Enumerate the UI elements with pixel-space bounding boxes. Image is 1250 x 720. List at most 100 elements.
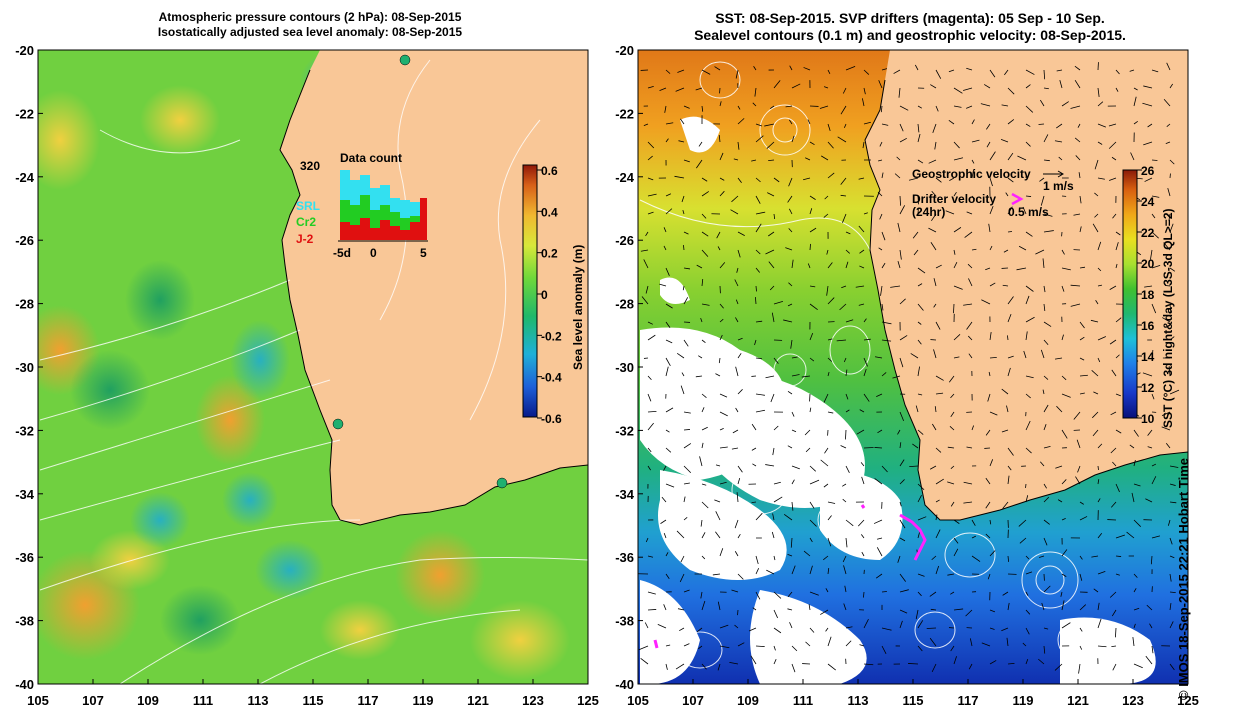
australia-land-right: [865, 50, 1188, 520]
pressure-contours: [39, 59, 588, 684]
australia-land-left: [280, 50, 588, 525]
latitude-tick-label: -28: [615, 297, 634, 312]
latitude-tick-label: -24: [615, 170, 635, 185]
drifter-arrow-icon: [1011, 192, 1024, 206]
right-title-line2: Sealevel contours (0.1 m) and geostrophi…: [694, 27, 1126, 43]
drifter-velocity-sub: (24hr): [912, 205, 945, 219]
longitude-tick-label: 111: [793, 693, 813, 708]
drifter-velocity-label: Drifter velocity: [912, 192, 996, 206]
latitude-tick-label: -22: [15, 106, 34, 121]
longitude-tick-label: 117: [358, 693, 379, 708]
latitude-tick-label: -22: [615, 106, 634, 121]
colorbar-tick-label: 22: [1141, 226, 1155, 240]
drifter-velocity-scale: 0.5 m/s: [1008, 205, 1049, 219]
colorbar-tick-label: 12: [1141, 381, 1155, 395]
data-count-xtick-neg5: -5d: [333, 246, 351, 260]
latitude-tick-label: -34: [15, 487, 35, 502]
longitude-tick-label: 107: [82, 693, 104, 708]
longitude-tick-label: 115: [903, 693, 924, 708]
colorbar-tick-label: 0.4: [541, 205, 558, 219]
longitude-tick-label: 121: [467, 693, 489, 708]
longitude-tick-label: 111: [193, 693, 213, 708]
copyright-notice: © IMOS 18-Sep-2015 22:21 Hobart Time: [1176, 458, 1191, 700]
latitude-tick-label: -26: [15, 233, 34, 248]
data-count-inset: 320 Data count SRL Cr2 J-2 -5d 0 5: [296, 151, 428, 260]
data-count-xtick-0: 0: [370, 246, 377, 260]
colorbar-tick-label: 14: [1141, 350, 1155, 364]
latitude-tick-label: -40: [615, 677, 634, 692]
latitude-tick-label: -32: [15, 423, 34, 438]
longitude-tick-label: 105: [27, 693, 49, 708]
latitude-tick-label: -30: [15, 360, 34, 375]
svp-drifter-tracks: [653, 504, 927, 649]
velocity-legend: Geostrophic velocity 1 m/s Drifter veloc…: [912, 167, 1074, 219]
data-count-xtick-5: 5: [420, 246, 427, 260]
sealevel-contours: [639, 61, 1103, 669]
left-title-line1: Atmospheric pressure contours (2 hPa): 0…: [158, 10, 462, 24]
left-map-title: Atmospheric pressure contours (2 hPa): 0…: [80, 10, 540, 40]
geostrophic-velocity-scale: 1 m/s: [1043, 179, 1074, 193]
longitude-tick-label: 109: [737, 693, 759, 708]
longitude-tick-label: 119: [413, 693, 434, 708]
latitude-tick-label: -28: [15, 297, 34, 312]
data-count-bars: [340, 170, 427, 240]
sst-colorbar-label: SST (°C) 3d night&day (L3S-3d QL>=2): [1161, 209, 1175, 429]
colorbar-tick-label: 16: [1141, 319, 1155, 333]
latitude-tick-label: -30: [615, 360, 634, 375]
sla-colorbar: 0.6 0.4 0.2 0 -0.2 -0.4 -0.6 Sea level anomaly…: [522, 164, 585, 426]
longitude-tick-label: 125: [1177, 693, 1199, 708]
longitude-tick-label: 113: [248, 693, 269, 708]
colorbar-tick-label: 18: [1141, 288, 1155, 302]
sst-colorbar: 26 24 22 20 18 16 14 12 10 SST (°C) 3d night&day…: [1122, 164, 1175, 429]
colorbar-tick-label: 0.2: [541, 247, 558, 261]
colorbar-tick-label: 26: [1141, 164, 1155, 178]
latitude-tick-label: -20: [615, 43, 634, 58]
legend-cr2: Cr2: [296, 215, 316, 229]
colorbar-tick-label: 10: [1141, 412, 1155, 426]
geostrophic-velocity-arrows: [638, 62, 1180, 674]
latitude-tick-label: -38: [615, 614, 634, 629]
colorbar-tick-label: 0.6: [541, 164, 558, 178]
latitude-tick-label: -36: [615, 550, 634, 565]
colorbar-tick-label: 24: [1141, 195, 1155, 209]
longitude-tick-label: 117: [958, 693, 979, 708]
colorbar-tick-label: 20: [1141, 257, 1155, 271]
longitude-tick-label: 123: [522, 693, 544, 708]
colorbar-tick-label: -0.4: [541, 371, 562, 385]
data-count-title: Data count: [340, 151, 402, 165]
right-map-title: SST: 08-Sep-2015. SVP drifters (magenta)…: [660, 10, 1160, 44]
longitude-tick-label: 109: [137, 693, 159, 708]
coastline-left: [279, 69, 588, 526]
latitude-tick-label: -32: [615, 423, 634, 438]
legend-srl: SRL: [296, 199, 320, 213]
latitude-tick-label: -24: [15, 170, 35, 185]
coastline-right: [864, 79, 1188, 521]
longitude-tick-label: 115: [303, 693, 324, 708]
latitude-tick-label: -20: [15, 43, 34, 58]
latitude-tick-label: -36: [15, 550, 34, 565]
sla-colorbar-label: Sea level anomaly (m): [571, 245, 585, 370]
colorbar-tick-label: -0.2: [541, 329, 562, 343]
right-title-line1: SST: 08-Sep-2015. SVP drifters (magenta)…: [715, 10, 1105, 26]
colorbar-tick-label: -0.6: [541, 412, 562, 426]
colorbar-tick-label: 0: [541, 288, 548, 302]
longitude-tick-label: 119: [1013, 693, 1034, 708]
left-title-line2: Isostatically adjusted sea level anomaly…: [157, 25, 463, 39]
cloud-mask: [640, 116, 1156, 684]
longitude-tick-label: 121: [1067, 693, 1089, 708]
left-map: [38, 50, 588, 684]
legend-j2: J-2: [296, 232, 314, 246]
right-map: [638, 50, 1188, 684]
longitude-tick-label: 105: [627, 693, 649, 708]
latitude-tick-label: -26: [615, 233, 634, 248]
latitude-tick-label: -40: [15, 677, 34, 692]
data-count-max-label: 320: [300, 159, 320, 173]
longitude-tick-label: 123: [1122, 693, 1144, 708]
latitude-tick-label: -38: [15, 614, 34, 629]
geostrophic-velocity-label: Geostrophic velocity: [912, 167, 1031, 181]
latitude-tick-label: -34: [615, 487, 635, 502]
longitude-tick-label: 113: [848, 693, 869, 708]
longitude-tick-label: 107: [682, 693, 704, 708]
